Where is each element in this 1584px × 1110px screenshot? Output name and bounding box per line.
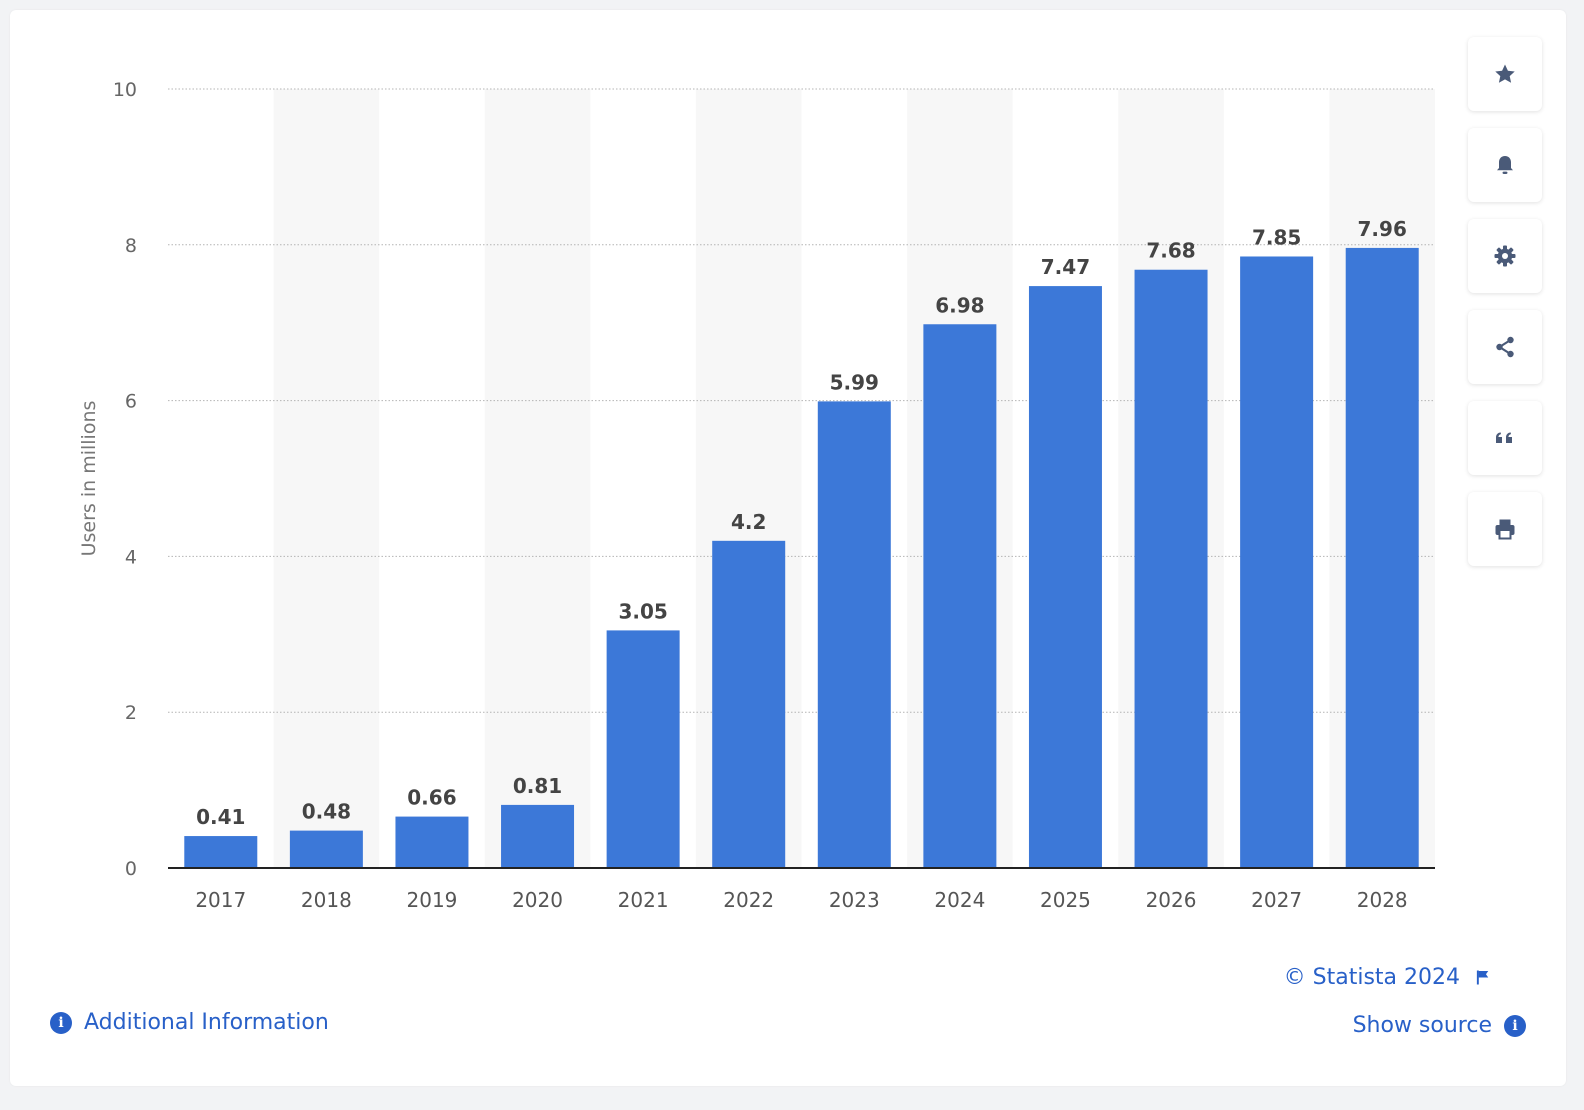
- x-tick-label: 2024: [934, 888, 985, 912]
- statista-copyright-link[interactable]: © Statista 2024: [1284, 965, 1490, 990]
- bar: [817, 401, 891, 868]
- y-tick-label: 6: [125, 391, 137, 413]
- bar: [184, 836, 258, 868]
- x-tick-label: 2019: [407, 888, 458, 912]
- bar-value-label: 7.96: [1358, 217, 1407, 241]
- notification-button[interactable]: [1468, 128, 1542, 202]
- share-button[interactable]: [1468, 310, 1542, 384]
- y-tick-label: 8: [125, 235, 137, 257]
- x-tick-label: 2022: [723, 888, 774, 912]
- bar-value-label: 7.85: [1252, 225, 1301, 249]
- show-source-link[interactable]: Show source i: [1353, 1013, 1526, 1038]
- copyright-label: © Statista 2024: [1283, 965, 1460, 990]
- flag-icon: [1476, 970, 1489, 985]
- x-tick-label: 2025: [1040, 888, 1091, 912]
- bar-value-label: 7.47: [1041, 255, 1090, 279]
- x-tick-label: 2021: [618, 888, 669, 912]
- bar-value-label: 0.48: [302, 800, 351, 824]
- quote-icon: [1496, 432, 1512, 443]
- x-tick-label: 2018: [301, 888, 352, 912]
- bar: [501, 804, 575, 868]
- bar: [1240, 256, 1314, 868]
- favorite-button[interactable]: [1468, 37, 1542, 111]
- settings-button[interactable]: [1468, 219, 1542, 293]
- bar-value-label: 0.41: [196, 805, 245, 829]
- gear-icon: [1494, 245, 1516, 267]
- bar: [712, 540, 786, 868]
- share-icon: [1496, 336, 1514, 358]
- bar-value-label: 7.68: [1146, 239, 1195, 263]
- bar-value-label: 5.99: [830, 370, 879, 394]
- background-band: [484, 89, 591, 868]
- x-tick-label: 2020: [512, 888, 563, 912]
- x-tick-label: 2028: [1357, 888, 1408, 912]
- bar-value-label: 0.66: [407, 786, 456, 810]
- bar-value-label: 6.98: [935, 293, 984, 317]
- bar: [923, 324, 997, 868]
- print-button[interactable]: [1468, 492, 1542, 566]
- y-axis-title: Users in millions: [78, 401, 100, 557]
- cite-button[interactable]: [1468, 401, 1542, 475]
- info-icon: i: [1504, 1014, 1526, 1037]
- x-tick-label: 2026: [1146, 888, 1197, 912]
- bar-value-label: 3.05: [618, 599, 667, 623]
- y-tick-label: 0: [125, 858, 137, 880]
- x-tick-label: 2017: [195, 888, 246, 912]
- bar-value-label: 0.81: [513, 774, 562, 798]
- additional-information-label: Additional Information: [84, 1010, 329, 1035]
- bar: [395, 816, 469, 868]
- bar: [289, 830, 363, 868]
- x-tick-label: 2027: [1251, 888, 1302, 912]
- bar: [1134, 269, 1208, 868]
- background-band: [273, 89, 380, 868]
- bar: [1345, 247, 1419, 868]
- y-tick-label: 2: [125, 702, 137, 724]
- additional-information-link[interactable]: i Additional Information: [50, 1010, 329, 1035]
- bell-icon: [1497, 156, 1513, 174]
- y-tick-label: 10: [113, 79, 137, 101]
- y-tick-label: 4: [125, 546, 137, 568]
- show-source-label: Show source: [1352, 1013, 1492, 1038]
- bar: [606, 630, 680, 868]
- bar-value-label: 4.2: [731, 510, 766, 534]
- star-icon: [1495, 64, 1515, 83]
- info-icon: i: [50, 1011, 72, 1034]
- bar: [1028, 286, 1102, 868]
- x-tick-label: 2023: [829, 888, 880, 912]
- chart-card: 0 2 4 6 8 10 Users in millions 0.41 2017 0.48 2018…: [10, 10, 1566, 1086]
- print-icon: [1495, 519, 1515, 540]
- bar-chart: 0 2 4 6 8 10 Users in millions 0.41 2017 0.48 2018…: [78, 79, 1435, 912]
